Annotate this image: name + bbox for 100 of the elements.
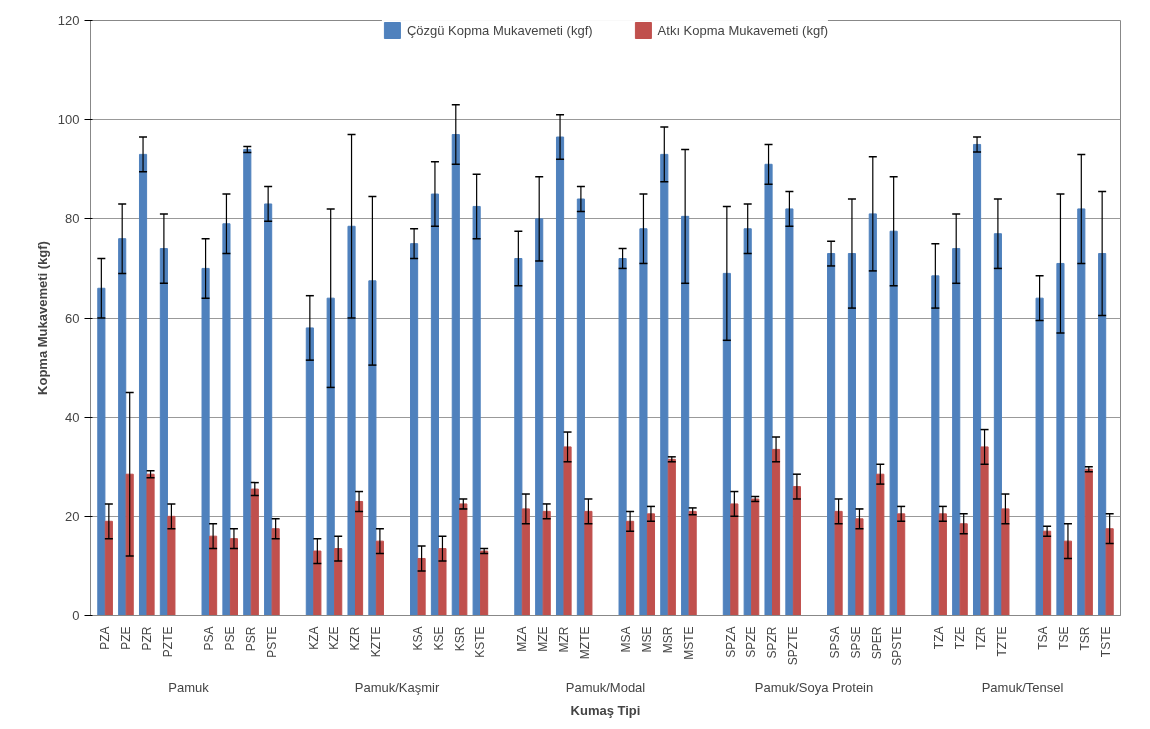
bar	[97, 287, 106, 616]
x-tick-label: SPSA	[827, 626, 842, 659]
y-tick-label: 40	[65, 409, 80, 425]
bar	[1077, 208, 1086, 616]
bar	[451, 134, 460, 616]
x-tick-label: PSA	[202, 626, 217, 651]
bar	[855, 518, 864, 616]
bar	[972, 143, 982, 616]
text: Pamuk/Tensel	[981, 679, 1064, 695]
x-tick-label: PSR	[244, 626, 259, 652]
x-tick-label: PZE	[118, 626, 133, 650]
bar	[417, 557, 426, 616]
text: Pamuk/Kaşmir	[354, 679, 440, 695]
bar	[743, 228, 752, 616]
x-tick-label: SPZA	[723, 626, 738, 658]
bar	[222, 223, 231, 616]
y-axis-title: Kopma Mukavemeti (kgf)	[34, 241, 50, 395]
x-tick-label: MZE	[535, 626, 550, 652]
bar	[354, 500, 364, 616]
x-tick-label: TZTE	[994, 626, 1009, 657]
bar	[827, 253, 836, 616]
bar	[146, 473, 155, 616]
bar	[834, 510, 843, 616]
bar	[730, 503, 739, 616]
x-tick-label: KZA	[306, 626, 321, 650]
bar	[889, 230, 898, 616]
bar	[847, 253, 857, 616]
bar	[430, 193, 440, 616]
bar	[584, 510, 593, 616]
bar	[639, 228, 648, 616]
bar	[514, 258, 523, 616]
x-tick-label: TZA	[932, 626, 947, 650]
x-tick-label: MZA	[515, 626, 530, 652]
bar	[1056, 262, 1065, 616]
bar	[271, 528, 280, 616]
bar	[688, 510, 697, 616]
x-tick-label: PZR	[139, 626, 154, 651]
x-tick-label: PSE	[223, 626, 238, 651]
bar	[326, 297, 335, 616]
text: Pamuk/Soya Protein	[754, 679, 874, 695]
bar	[952, 248, 961, 616]
x-tick-label: PZTE	[160, 626, 175, 658]
bar	[1035, 297, 1044, 616]
bar	[459, 503, 468, 616]
x-tick-label: MSA	[619, 626, 634, 653]
bar	[167, 515, 176, 616]
x-tick-label: TSR	[1078, 626, 1093, 651]
bar	[472, 205, 481, 616]
bar	[334, 548, 343, 616]
bar	[542, 510, 551, 616]
bar	[264, 203, 273, 616]
bar	[626, 520, 635, 616]
x-tick-label: SPZTE	[786, 626, 801, 666]
x-tick-label: MSTE	[681, 626, 696, 660]
bar	[305, 327, 314, 616]
bar	[1063, 540, 1073, 616]
bar	[980, 446, 989, 616]
x-tick-label: TZR	[973, 626, 988, 650]
x-tick-label: SPZR	[765, 626, 780, 659]
bar	[368, 280, 377, 616]
x-axis-title: Kumaş Tipi	[570, 702, 641, 718]
bar	[792, 486, 801, 616]
bar	[959, 523, 968, 616]
x-tick-label: TSTE	[1098, 626, 1113, 658]
bar	[576, 198, 585, 616]
bar	[138, 153, 148, 616]
bar	[751, 498, 760, 616]
x-tick-label: KSE	[431, 626, 446, 651]
legend-label: Atkı Kopma Mukavemeti (kgf)	[657, 22, 829, 38]
bar	[104, 520, 113, 616]
bar	[868, 213, 877, 616]
x-tick-label: TSE	[1057, 626, 1072, 650]
x-tick-label: TZE	[952, 626, 967, 650]
bar	[646, 513, 656, 616]
bar	[375, 540, 384, 616]
text: Pamuk	[168, 679, 210, 695]
bar	[618, 258, 627, 616]
bar	[1001, 508, 1010, 616]
x-tick-label: SPER	[869, 626, 884, 660]
bar	[1084, 468, 1093, 616]
bar	[438, 548, 447, 616]
x-tick-label: KSTE	[473, 626, 488, 658]
bar	[876, 473, 885, 616]
y-tick-label: 80	[65, 211, 80, 227]
y-tick-label: 60	[65, 310, 80, 326]
bar	[535, 218, 544, 616]
bar	[931, 275, 940, 616]
x-tick-label: MZTE	[577, 626, 592, 660]
bar	[1098, 253, 1107, 616]
bar	[229, 538, 239, 616]
bar	[159, 248, 168, 616]
x-tick-label: KSR	[452, 626, 467, 652]
legend-label: Çözgü Kopma Mukavemeti (kgf)	[406, 22, 593, 38]
bar	[347, 225, 356, 616]
x-tick-label: KSA	[410, 626, 425, 651]
bar	[555, 136, 565, 616]
bar	[681, 215, 690, 616]
bar	[764, 163, 773, 616]
x-tick-label: KZTE	[369, 626, 384, 658]
x-tick-label: SPSE	[848, 626, 863, 659]
